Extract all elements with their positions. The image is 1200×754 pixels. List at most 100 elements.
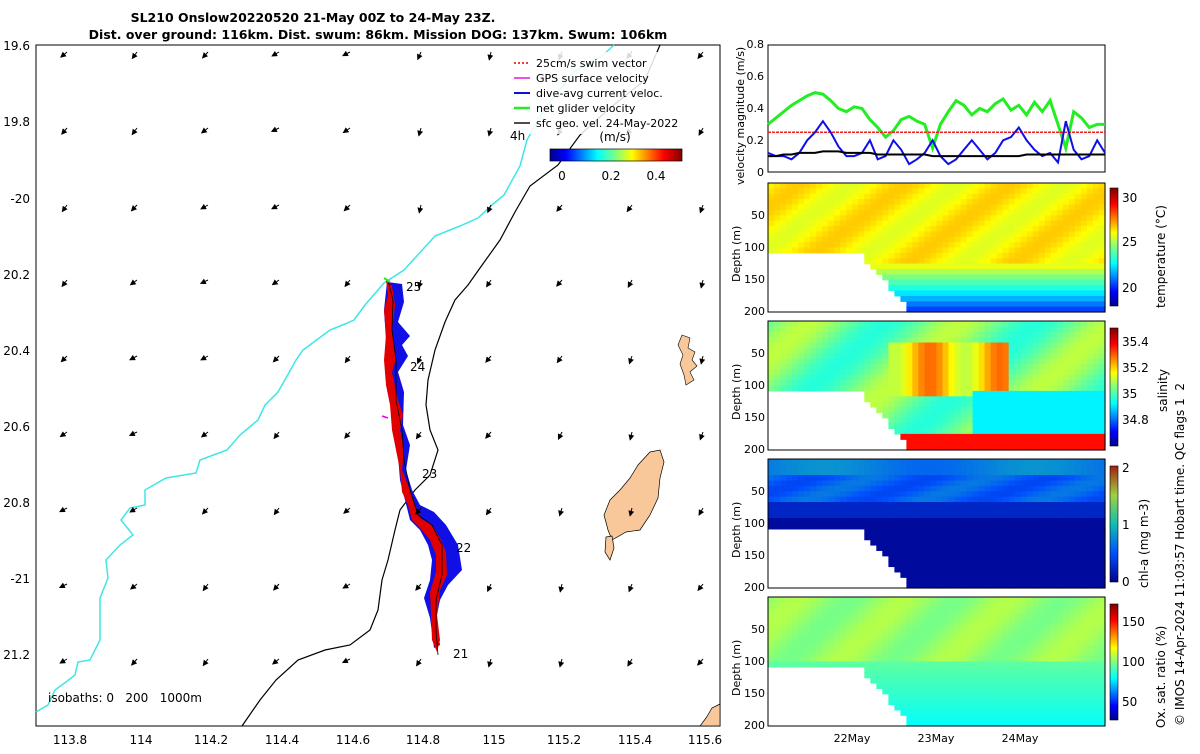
section-cell [966, 613, 974, 620]
section-cell [954, 306, 962, 313]
section-cell [1014, 693, 1022, 700]
section-cell [948, 242, 956, 249]
section-cell [1038, 236, 1046, 243]
section-cell [942, 412, 950, 419]
section-cell [936, 528, 944, 535]
section-cell [942, 613, 950, 620]
section-cell [1062, 683, 1070, 689]
section-cell [1014, 321, 1022, 327]
section-cell [816, 629, 823, 636]
section-cell [1068, 502, 1076, 508]
section-cell [1099, 407, 1106, 413]
section-cell [798, 342, 805, 349]
section-cell [960, 369, 968, 376]
section-cell [960, 720, 968, 727]
section-cell [912, 683, 920, 689]
depth-tick: 150 [744, 549, 765, 562]
section-cell [816, 188, 823, 195]
section-cell [1008, 193, 1016, 200]
section-cell [960, 623, 968, 630]
section-cell [942, 534, 950, 541]
section-cell [990, 650, 998, 657]
section-cell [1086, 602, 1094, 609]
section-cell [954, 623, 962, 630]
section-cell [1032, 380, 1040, 387]
section-cell [768, 242, 775, 249]
section-cell [780, 618, 787, 625]
section-cell [1074, 571, 1082, 578]
section-cell [1050, 390, 1058, 397]
section-cell [894, 290, 902, 297]
section-cell [996, 464, 1004, 471]
geostrophic-vector [272, 658, 280, 665]
section-cell [864, 209, 871, 216]
section-cell [1093, 321, 1100, 327]
section-cell [840, 512, 847, 519]
section-cell [972, 561, 980, 568]
section-cell [858, 597, 865, 603]
section-cell [888, 279, 896, 286]
section-cell [1099, 688, 1106, 695]
section-cell [804, 331, 811, 338]
section-cell [1074, 534, 1082, 541]
section-cell [942, 380, 950, 387]
section-cell [1086, 555, 1094, 562]
section-cell [972, 290, 980, 297]
section-cell [1032, 656, 1040, 663]
section-cell [1026, 634, 1034, 641]
section-cell [1002, 331, 1010, 338]
section-cell [1080, 433, 1088, 440]
map-axes-box [35, 44, 721, 727]
section-cell [1062, 279, 1070, 286]
section-cell [1038, 290, 1046, 297]
section-cell [1008, 656, 1016, 663]
section-cell [798, 353, 805, 360]
section-cell [996, 337, 1004, 344]
section-cell [1026, 480, 1034, 487]
section-cell [888, 528, 896, 535]
section-cell [996, 433, 1004, 440]
section-cell [774, 374, 781, 381]
section-cell [996, 263, 1004, 270]
corner-land [699, 703, 721, 727]
section-cell [882, 496, 889, 503]
section-cell [948, 566, 956, 573]
section-cell [900, 666, 908, 673]
chla-cbar-tick: 0 [1122, 575, 1130, 589]
section-cell [1014, 507, 1022, 514]
section-cell [1050, 545, 1058, 551]
section-cell [1014, 634, 1022, 641]
section-cell [942, 699, 950, 706]
section-cell [876, 539, 883, 546]
section-cell [1056, 220, 1064, 227]
section-cell [1014, 623, 1022, 630]
section-cell [1020, 263, 1028, 270]
section-cell [948, 433, 956, 440]
temperature-clabel: temperature (°C) [1154, 205, 1168, 308]
section-cell [1014, 480, 1022, 487]
section-cell [990, 518, 998, 525]
section-cell [1056, 183, 1064, 189]
section-cell [1086, 401, 1094, 408]
section-cell [954, 428, 962, 435]
section-cell [960, 534, 968, 541]
section-cell [1062, 699, 1070, 706]
section-cell [1056, 577, 1064, 584]
section-cell [1074, 693, 1082, 700]
section-cell [852, 661, 859, 668]
section-cell [954, 385, 962, 392]
section-cell [870, 358, 877, 365]
section-cell [954, 236, 962, 243]
section-cell [882, 534, 889, 541]
section-cell [924, 369, 932, 376]
section-cell [870, 347, 877, 354]
section-cell [798, 607, 805, 614]
section-cell [1032, 704, 1040, 711]
section-cell [996, 439, 1004, 446]
section-cell [1032, 545, 1040, 551]
section-cell [972, 672, 980, 679]
section-cell [1032, 502, 1040, 508]
section-cell [948, 634, 956, 641]
section-cell [1008, 331, 1016, 338]
section-cell [912, 444, 920, 451]
